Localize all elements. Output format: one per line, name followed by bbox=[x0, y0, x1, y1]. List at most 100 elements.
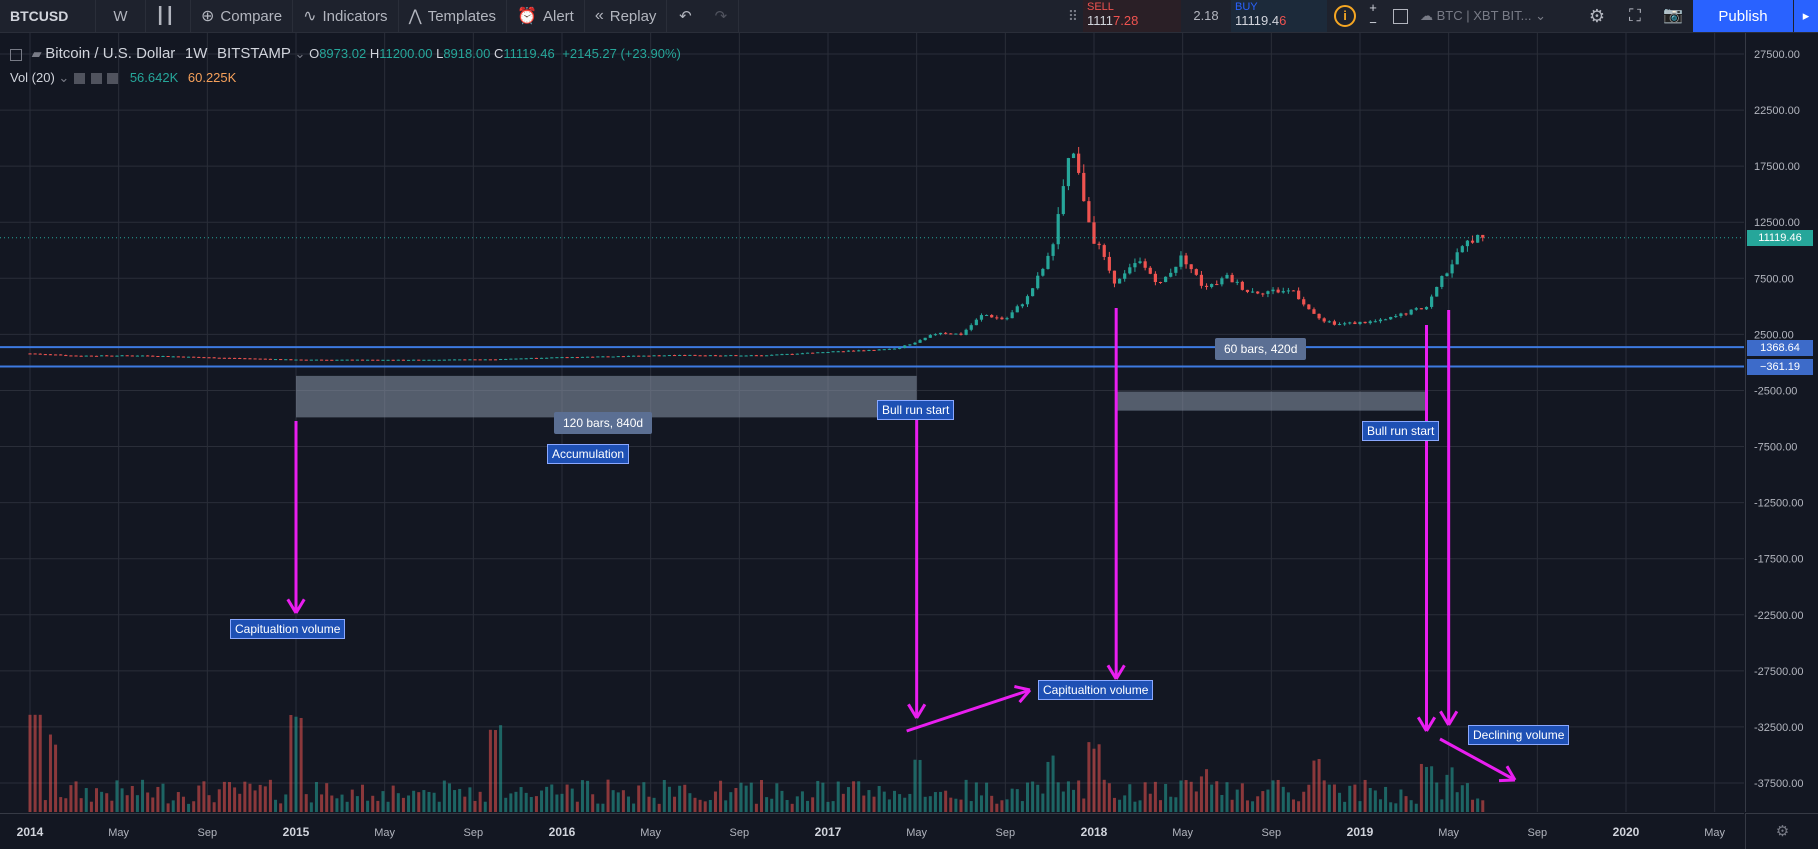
candle-body bbox=[1250, 291, 1255, 293]
publish-button[interactable]: Publish bbox=[1693, 0, 1793, 32]
templates-button[interactable]: ⋀ Templates bbox=[399, 0, 508, 32]
candle-body bbox=[831, 351, 835, 353]
collapse-icon[interactable] bbox=[10, 48, 22, 61]
price-axis[interactable]: 27500.00 22500.00 17500.00 12500.00 7500.00 2… bbox=[1745, 33, 1818, 812]
candle-body bbox=[176, 356, 180, 358]
fullscreen-button[interactable]: ⛶ bbox=[1618, 0, 1652, 32]
bull-run-label-1[interactable]: Bull run start bbox=[877, 400, 955, 420]
horizontal-lines[interactable] bbox=[0, 346, 1744, 368]
candle-body bbox=[1107, 256, 1111, 271]
candle-body bbox=[376, 359, 380, 361]
volume-bar bbox=[637, 785, 641, 812]
candle-body bbox=[626, 355, 631, 357]
date-range-rects[interactable] bbox=[296, 375, 1427, 418]
redo-icon: ↷ bbox=[714, 8, 728, 25]
drag-handle-icon[interactable]: ⠿ bbox=[1063, 0, 1083, 32]
change-value: +2145.27 (+23.90%) bbox=[562, 46, 681, 61]
arrow-line bbox=[906, 688, 1031, 733]
increase-button[interactable]: + bbox=[1369, 0, 1377, 15]
candle-body bbox=[621, 356, 625, 358]
candle-body bbox=[156, 356, 160, 358]
candle-body bbox=[1184, 255, 1188, 265]
alert-button[interactable]: ⏰ Alert bbox=[507, 0, 585, 32]
redo-button[interactable]: ↷ bbox=[703, 0, 740, 32]
snapshot-button[interactable]: 📷 bbox=[1656, 0, 1690, 32]
volume-bar bbox=[314, 782, 318, 812]
interval-button[interactable]: W bbox=[96, 0, 146, 32]
compare-button[interactable]: ⊕ Compare bbox=[191, 0, 294, 32]
candle-body bbox=[1430, 296, 1434, 307]
rewind-icon: « bbox=[594, 7, 604, 24]
candle-body bbox=[1189, 264, 1193, 270]
indicators-button[interactable]: ∿ Indicators bbox=[293, 0, 399, 32]
volume-bar bbox=[350, 789, 354, 812]
candle-body bbox=[1061, 186, 1065, 215]
volume-bar bbox=[698, 799, 702, 812]
info-button[interactable]: i bbox=[1327, 0, 1363, 32]
volume-bar bbox=[529, 797, 533, 812]
replay-button[interactable]: « Replay bbox=[585, 0, 668, 32]
close-icon[interactable] bbox=[107, 73, 119, 85]
eye-icon[interactable] bbox=[73, 73, 85, 85]
expand-icon: ⛶ bbox=[1629, 6, 1641, 25]
volume-bar bbox=[739, 782, 743, 812]
volume-bar bbox=[580, 780, 584, 812]
volume-bar bbox=[1338, 792, 1342, 812]
candle-body bbox=[222, 357, 226, 359]
volume-bar bbox=[928, 796, 932, 812]
volume-bar bbox=[893, 790, 896, 812]
quantity-stepper[interactable]: + − bbox=[1363, 0, 1383, 32]
volume-bar bbox=[1102, 779, 1106, 812]
volume-bar bbox=[744, 785, 748, 812]
time-tick-label: Sep bbox=[996, 827, 1016, 839]
camera-icon: 📷 bbox=[1663, 7, 1683, 24]
volume-ma-value: 60.225K bbox=[187, 70, 237, 85]
alert-label: Alert bbox=[542, 7, 574, 25]
arrow-head bbox=[1425, 716, 1437, 732]
declining-volume-label[interactable]: Declining volume bbox=[1468, 725, 1570, 745]
candle-body bbox=[391, 359, 395, 361]
settings-icon[interactable] bbox=[90, 73, 102, 85]
candle-body bbox=[48, 354, 53, 356]
sidebar-toggle[interactable]: ▸ bbox=[1794, 0, 1818, 32]
volume-bar bbox=[1409, 800, 1413, 812]
chevron-down-icon[interactable]: ⌄ bbox=[290, 46, 310, 61]
accumulation-label[interactable]: Accumulation bbox=[547, 444, 630, 464]
undo-button[interactable]: ↶ bbox=[667, 0, 703, 32]
decrease-button[interactable]: − bbox=[1369, 15, 1377, 30]
volume-bar bbox=[437, 801, 441, 812]
volume-bar bbox=[790, 803, 794, 812]
arrow-annotations[interactable] bbox=[286, 308, 1517, 783]
volume-bar bbox=[1348, 785, 1352, 812]
capitulation-label-1[interactable]: Capitualtion volume bbox=[230, 619, 346, 639]
sell-button[interactable]: SELL 11117.28 bbox=[1083, 0, 1181, 32]
candle-body bbox=[1020, 304, 1024, 307]
volume-bar bbox=[1276, 779, 1280, 812]
candle-body bbox=[1204, 285, 1209, 287]
candle-body bbox=[452, 359, 457, 361]
candle-body bbox=[882, 349, 886, 351]
exchange-selector[interactable]: ☁ BTC | XBT BIT... ⌄ bbox=[1420, 0, 1580, 32]
time-axis-settings[interactable]: ⚙ bbox=[1745, 813, 1818, 849]
symbol-search[interactable]: BTCUSD bbox=[0, 0, 96, 32]
volume-bar bbox=[432, 792, 436, 812]
range-label-1[interactable]: 120 bars, 840d bbox=[554, 412, 653, 434]
time-axis[interactable]: 2014 May Sep 2015 May Sep 2016 May Sep 2017 May Sep… bbox=[0, 813, 1744, 849]
time-tick-label: May bbox=[640, 827, 661, 839]
bull-run-label-2[interactable]: Bull run start bbox=[1362, 421, 1440, 441]
capitulation-label-2[interactable]: Capitualtion volume bbox=[1038, 680, 1154, 700]
settings-button[interactable]: ⚙ bbox=[1580, 0, 1614, 32]
arrow-head bbox=[1439, 710, 1450, 726]
fullscreen-toggle[interactable] bbox=[1388, 0, 1412, 32]
chart-canvas[interactable] bbox=[0, 33, 1744, 812]
candle-body bbox=[892, 348, 897, 350]
candle-body bbox=[33, 353, 37, 355]
low-label: L bbox=[436, 46, 444, 61]
volume-bar bbox=[1174, 797, 1178, 812]
chevron-down-icon[interactable]: ⌄ bbox=[54, 70, 73, 85]
volume-bar bbox=[243, 781, 247, 812]
buy-button[interactable]: BUY 11119.46 bbox=[1231, 0, 1327, 32]
candle-body bbox=[1179, 255, 1183, 267]
chart-style-button[interactable]: ┃┃ bbox=[146, 0, 191, 32]
range-label-2[interactable]: 60 bars, 420d bbox=[1215, 338, 1307, 360]
